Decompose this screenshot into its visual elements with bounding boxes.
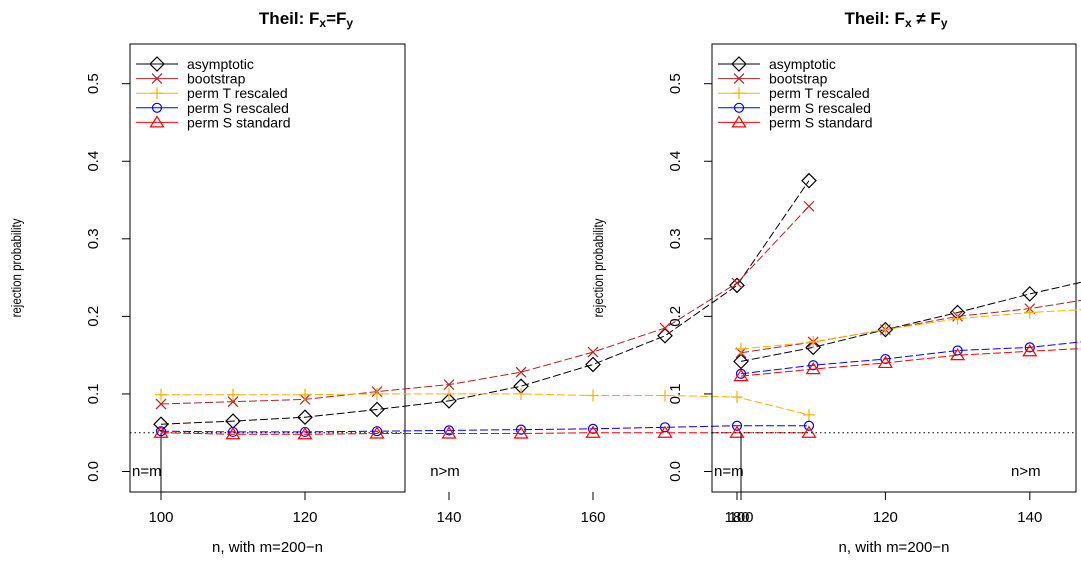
title-subscript: y [346, 16, 353, 30]
y-tick-label: 0.5 [85, 73, 102, 94]
legend-label: perm S standard [769, 114, 873, 130]
legend-label: perm T rescaled [187, 85, 288, 101]
legend-label: asymptotic [187, 56, 254, 72]
y-tick-label: 0.1 [85, 384, 102, 405]
series-bootstrap [156, 201, 814, 409]
data-point-plus [1024, 307, 1036, 319]
data-point-cross [732, 278, 742, 288]
x-tick-label: 100 [148, 509, 173, 526]
x-tick-label: 120 [873, 509, 898, 526]
y-tick-label: 0.2 [85, 306, 102, 327]
series-asymptotic [154, 174, 816, 432]
data-point-triangle [803, 427, 816, 438]
title-part: F [930, 9, 940, 28]
chart-panel-2: Theil: Fx ≠ Fy rejection probability n, wi… [590, 9, 1081, 556]
data-point-plus [155, 389, 167, 401]
series-line [741, 298, 1081, 349]
plot-frame [712, 44, 1076, 492]
data-point-diamond [586, 357, 600, 371]
y-tick-label: 0.3 [85, 228, 102, 249]
y-tick-label: 0.3 [667, 228, 684, 249]
title-part: F [336, 9, 346, 28]
legend-label: perm S standard [187, 114, 291, 130]
y-axis-label: rejection probability [590, 218, 606, 317]
legend-label: bootstrap [187, 71, 246, 87]
title-part: Theil: F [259, 9, 319, 28]
title-part: = [326, 9, 336, 28]
series-bootstrap [736, 161, 1081, 358]
series-perm-T-rescaled [155, 388, 815, 421]
data-point-diamond [658, 329, 672, 343]
data-point-plus [733, 87, 745, 99]
legend-label: perm S rescaled [187, 100, 289, 116]
title-part: Theil: F [845, 9, 905, 28]
data-point-diamond [1023, 287, 1037, 301]
annotation-n-equals-m: n=m [132, 463, 162, 480]
annotation-n-equals-m: n=m [714, 463, 744, 480]
legend-label: perm T rescaled [769, 85, 870, 101]
y-tick-label: 0.5 [667, 73, 684, 94]
title-subscript: y [941, 16, 948, 30]
x-axis-label: n, with m=200−n [839, 539, 950, 556]
chart-panel-1: Theil: Fx=Fy rejection probability n, with… [8, 9, 816, 556]
data-point-diamond [730, 278, 744, 292]
x-tick-label: 140 [1017, 509, 1042, 526]
data-point-plus [735, 343, 747, 355]
x-tick-label: 100 [728, 509, 753, 526]
legend-label: perm S rescaled [769, 100, 871, 116]
chart-title: Theil: Fx ≠ Fy [845, 9, 948, 30]
annotation-n-greater-m: n>m [1011, 463, 1041, 480]
y-tick-label: 0.4 [667, 151, 684, 172]
data-point-cross [516, 367, 526, 377]
data-point-plus [803, 409, 815, 421]
series-perm-S-standard [155, 427, 816, 439]
y-tick-label: 0.1 [667, 384, 684, 405]
data-point-triangle [733, 116, 746, 127]
legend-label: asymptotic [769, 56, 836, 72]
data-point-plus [731, 391, 743, 403]
y-tick-label: 0.0 [85, 461, 102, 482]
x-tick-label: 140 [436, 509, 461, 526]
data-point-plus [151, 87, 163, 99]
legend-label: bootstrap [769, 71, 828, 87]
y-tick-label: 0.4 [85, 151, 102, 172]
y-axis-label: rejection probability [8, 218, 24, 317]
x-axis-label: n, with m=200−n [212, 539, 323, 556]
annotation-n-greater-m: n>m [430, 463, 460, 480]
data-point-triangle [731, 427, 744, 438]
data-point-cross [588, 347, 598, 357]
x-tick-label: 120 [292, 509, 317, 526]
x-tick-label: 160 [580, 509, 605, 526]
title-part: ≠ [912, 9, 931, 28]
data-point-plus [227, 389, 239, 401]
data-point-plus [371, 388, 383, 400]
data-point-cross [804, 201, 814, 211]
chart-title: Theil: Fx=Fy [259, 9, 353, 30]
data-point-plus [587, 389, 599, 401]
y-tick-label: 0.0 [667, 461, 684, 482]
data-point-triangle [151, 116, 164, 127]
y-tick-label: 0.2 [667, 306, 684, 327]
series-line [741, 166, 1081, 353]
